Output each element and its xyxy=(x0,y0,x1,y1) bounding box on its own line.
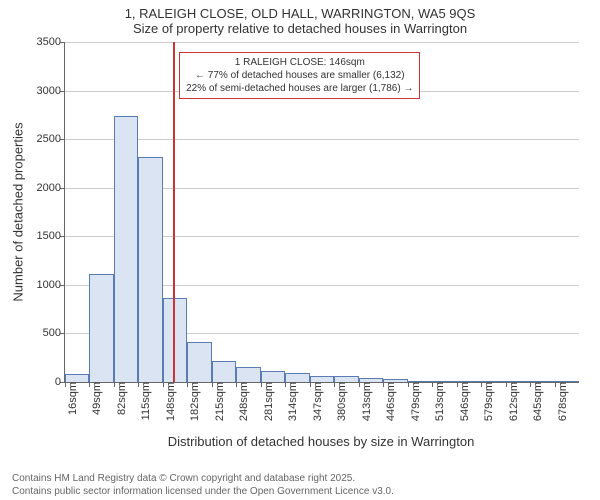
histogram-bar xyxy=(138,157,162,382)
histogram-bar xyxy=(114,116,138,382)
reference-line xyxy=(173,42,175,382)
x-tick-label: 579sqm xyxy=(477,382,495,421)
x-axis-label: Distribution of detached houses by size … xyxy=(168,434,475,449)
x-tick-label: 16sqm xyxy=(61,382,79,415)
x-tick-label: 115sqm xyxy=(134,382,152,420)
attribution-line1: Contains HM Land Registry data © Crown c… xyxy=(12,473,600,486)
chart-title-line1: 1, RALEIGH CLOSE, OLD HALL, WARRINGTON, … xyxy=(0,6,600,21)
annotation-line3: 22% of semi-detached houses are larger (… xyxy=(186,82,413,95)
annotation-box: 1 RALEIGH CLOSE: 146sqm← 77% of detached… xyxy=(179,52,420,99)
x-tick-label: 281sqm xyxy=(257,382,275,421)
chart-title-line2: Size of property relative to detached ho… xyxy=(0,21,600,36)
property-size-histogram: 1, RALEIGH CLOSE, OLD HALL, WARRINGTON, … xyxy=(0,0,600,500)
histogram-bar xyxy=(236,367,260,382)
annotation-line1: 1 RALEIGH CLOSE: 146sqm xyxy=(186,56,413,69)
x-tick-label: 148sqm xyxy=(159,382,177,421)
gridline xyxy=(65,42,579,43)
x-tick-label: 248sqm xyxy=(232,382,250,421)
histogram-bar xyxy=(212,361,236,382)
histogram-bar xyxy=(187,342,211,382)
annotation-line2: ← 77% of detached houses are smaller (6,… xyxy=(186,69,413,82)
y-axis-label: Number of detached properties xyxy=(11,122,26,301)
x-tick-label: 49sqm xyxy=(85,382,103,415)
attribution: Contains HM Land Registry data © Crown c… xyxy=(0,473,600,498)
x-tick-label: 380sqm xyxy=(330,382,348,421)
x-tick-label: 347sqm xyxy=(306,382,324,421)
gridline xyxy=(65,139,579,140)
histogram-bar xyxy=(89,274,113,382)
x-tick-label: 413sqm xyxy=(355,382,373,421)
x-tick-label: 678sqm xyxy=(551,382,569,421)
histogram-bar xyxy=(285,373,309,382)
histogram-bar xyxy=(163,298,187,383)
attribution-line2: Contains public sector information licen… xyxy=(12,486,600,499)
x-tick-label: 612sqm xyxy=(502,382,520,421)
x-tick-label: 513sqm xyxy=(428,382,446,421)
y-tick-label: 1500 xyxy=(37,230,65,242)
x-tick-label: 546sqm xyxy=(453,382,471,421)
y-tick-label: 500 xyxy=(43,327,65,339)
x-tick-label: 314sqm xyxy=(281,382,299,421)
x-tick-label: 645sqm xyxy=(526,382,544,421)
x-tick-label: 446sqm xyxy=(379,382,397,421)
y-tick-label: 2500 xyxy=(37,133,65,145)
y-tick-label: 3500 xyxy=(37,36,65,48)
plot-area: 050010001500200025003000350016sqm49sqm82… xyxy=(64,42,579,383)
x-tick-label: 479sqm xyxy=(404,382,422,421)
y-tick-label: 1000 xyxy=(37,279,65,291)
x-tick-label: 82sqm xyxy=(110,382,128,415)
histogram-bar xyxy=(65,374,89,382)
y-tick-label: 3000 xyxy=(37,85,65,97)
y-tick-label: 2000 xyxy=(37,182,65,194)
x-tick-label: 215sqm xyxy=(208,382,226,421)
x-tick-label: 182sqm xyxy=(183,382,201,421)
histogram-bar xyxy=(261,371,285,382)
